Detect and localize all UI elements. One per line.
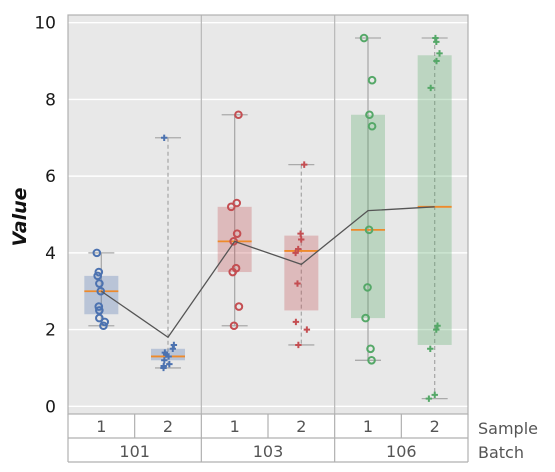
data-point — [436, 50, 443, 57]
data-point — [92, 248, 102, 258]
sample-row-label: Sample — [478, 419, 538, 438]
data-point — [165, 353, 172, 360]
data-point — [94, 302, 104, 311]
data-point — [359, 33, 369, 43]
data-point — [295, 245, 302, 253]
data-point — [303, 326, 311, 333]
y-tick-label: 2 — [45, 321, 56, 341]
box — [417, 55, 452, 345]
y-axis-label: Value — [9, 187, 31, 246]
data-point — [229, 321, 239, 331]
y-tick-label: 0 — [45, 397, 56, 417]
box — [351, 114, 385, 319]
data-point — [298, 236, 305, 243]
data-point — [367, 121, 377, 131]
data-point — [232, 198, 242, 208]
data-point — [228, 267, 238, 277]
data-point — [292, 318, 300, 326]
x-axis-table: 1 2 101 1 2 103 1 2 106 Sample Batch — [67, 414, 538, 463]
data-point — [100, 317, 110, 327]
mean-line — [100, 206, 435, 339]
data-point — [427, 345, 434, 352]
data-point — [433, 57, 440, 65]
data-points — [92, 33, 443, 402]
data-point — [427, 84, 434, 92]
y-tick-label: 6 — [45, 167, 56, 187]
batch-label: 106 — [386, 442, 417, 461]
data-point — [361, 313, 370, 323]
data-point — [161, 357, 168, 364]
data-point — [433, 326, 440, 333]
sample-label: 1 — [96, 417, 106, 436]
data-point — [363, 283, 372, 292]
data-point — [95, 313, 104, 323]
data-point — [365, 110, 374, 120]
data-point — [94, 267, 104, 277]
data-point — [96, 286, 106, 296]
data-point — [234, 110, 243, 120]
data-point — [229, 237, 238, 246]
box — [217, 206, 252, 273]
data-point — [93, 271, 102, 281]
data-point — [232, 229, 242, 238]
data-point — [99, 321, 108, 331]
plot-background — [68, 15, 468, 414]
mean-connector — [100, 206, 435, 339]
data-point — [226, 202, 236, 212]
box — [284, 235, 319, 311]
data-point — [295, 341, 302, 349]
data-point — [367, 355, 376, 365]
data-point — [301, 161, 308, 168]
data-point — [294, 280, 301, 287]
data-point — [234, 302, 244, 311]
y-tick-label: 8 — [45, 90, 56, 110]
data-point — [425, 395, 433, 402]
data-point — [367, 75, 377, 85]
y-tick-label: 10 — [34, 14, 56, 34]
data-point — [364, 225, 374, 235]
batch-dividers — [200, 15, 336, 414]
batch-row-label: Batch — [478, 443, 524, 462]
y-tick-label: 4 — [45, 244, 56, 264]
sample-label: 2 — [163, 417, 173, 436]
sample-label: 2 — [430, 417, 440, 436]
batch-label: 103 — [253, 442, 284, 461]
data-point — [160, 134, 168, 141]
data-point — [160, 364, 167, 372]
data-point — [434, 322, 441, 329]
data-point — [431, 391, 438, 399]
data-point — [166, 360, 173, 368]
data-point — [366, 344, 375, 354]
sample-label: 1 — [363, 417, 373, 436]
batch-label: 101 — [119, 442, 150, 461]
data-point — [292, 249, 299, 257]
data-point — [170, 341, 178, 349]
sample-label: 1 — [230, 417, 240, 436]
data-point — [433, 38, 440, 46]
data-point — [95, 306, 104, 315]
y-axis: 0 2 4 6 8 10 — [34, 14, 56, 418]
data-point — [95, 279, 104, 288]
data-point — [297, 230, 304, 237]
sample-label: 2 — [296, 417, 306, 436]
data-point — [169, 345, 176, 352]
